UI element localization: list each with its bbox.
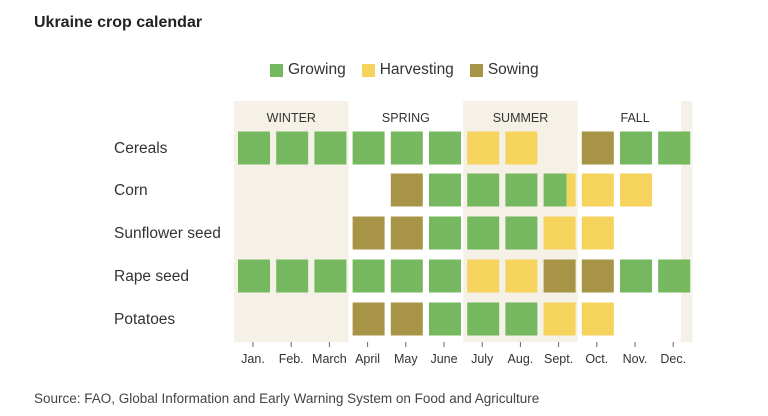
legend-label-sowing: Sowing [487,61,539,78]
cell-growing [276,259,309,293]
cell-harvesting [581,173,614,207]
cell-growing [505,302,538,336]
month-label: Nov. [623,352,648,366]
legend-swatch-growing [270,63,283,77]
cell-growing [658,259,691,293]
season-label-summer: SUMMER [493,111,549,125]
chart-title: Ukraine crop calendar [34,14,203,31]
cell-sowing [352,302,385,336]
cell-growing [429,259,461,293]
month-label: Dec. [660,352,686,366]
cell-sowing [543,259,576,293]
cell-growing [390,259,423,293]
legend-item-sowing: Sowing [469,61,539,79]
cell-growing [314,259,347,293]
cell-growing [429,173,461,207]
cell-sowing [390,302,423,336]
cell-growing [238,259,270,293]
cell-harvesting [467,259,500,293]
cell-growing [352,131,385,165]
cell-harvesting [505,131,538,165]
season-label-spring: SPRING [382,111,430,125]
cell-harvesting [467,131,500,165]
cell-growing [467,173,500,207]
month-label: April [355,352,380,366]
row-label: Corn [114,182,148,199]
cell-harvesting [543,302,576,336]
row-label: Rape seed [114,268,189,285]
legend-swatch-harvesting [361,63,375,77]
cell-growing [620,131,652,165]
cell-growing [467,302,500,336]
cell-growing [467,216,500,250]
month-label: Oct. [585,352,608,366]
legend-label-harvesting: Harvesting [379,61,454,78]
cell-harvesting [620,173,652,207]
row-label: Potatoes [114,311,175,328]
cell-growing [543,173,567,207]
cell-sowing [390,173,423,207]
cell-growing [429,302,461,336]
legend-item-growing: Growing [270,61,346,79]
month-label: July [471,352,494,366]
month-label: March [312,352,347,366]
cell-sowing [390,216,423,250]
row-label: Cereals [114,140,168,157]
cell-growing [276,131,309,165]
cell-sowing [581,131,614,165]
season-label-fall: FALL [621,111,650,125]
cell-growing [390,131,423,165]
legend-label-growing: Growing [288,61,346,78]
cell-harvesting [581,302,614,336]
legend-swatch-sowing [469,63,483,77]
month-label: Sept. [544,352,573,366]
season-band-2 [680,101,693,342]
cell-growing [505,173,538,207]
cell-growing [429,216,461,250]
cell-growing [238,131,270,165]
source-note: Source: FAO, Global Information and Earl… [34,391,540,406]
legend-item-harvesting: Harvesting [361,61,454,79]
cell-growing [352,259,385,293]
month-label: Feb. [279,352,304,366]
cell-growing [620,259,652,293]
cell-sowing [352,216,385,250]
month-label: Jan. [241,352,265,366]
cell-growing [658,131,691,165]
cell-harvesting [581,216,614,250]
month-label: May [394,352,418,366]
cell-growing [429,131,461,165]
cell-harvesting [505,259,538,293]
cell-growing [505,216,538,250]
cell-harvesting [566,173,576,207]
legend: Growing Harvesting Sowing [270,61,555,79]
row-label: Sunflower seed [114,225,221,242]
season-label-winter: WINTER [267,111,316,125]
month-label: Aug. [508,352,534,366]
month-label: June [430,352,457,366]
cell-harvesting [543,216,576,250]
cell-sowing [581,259,614,293]
cell-growing [314,131,347,165]
